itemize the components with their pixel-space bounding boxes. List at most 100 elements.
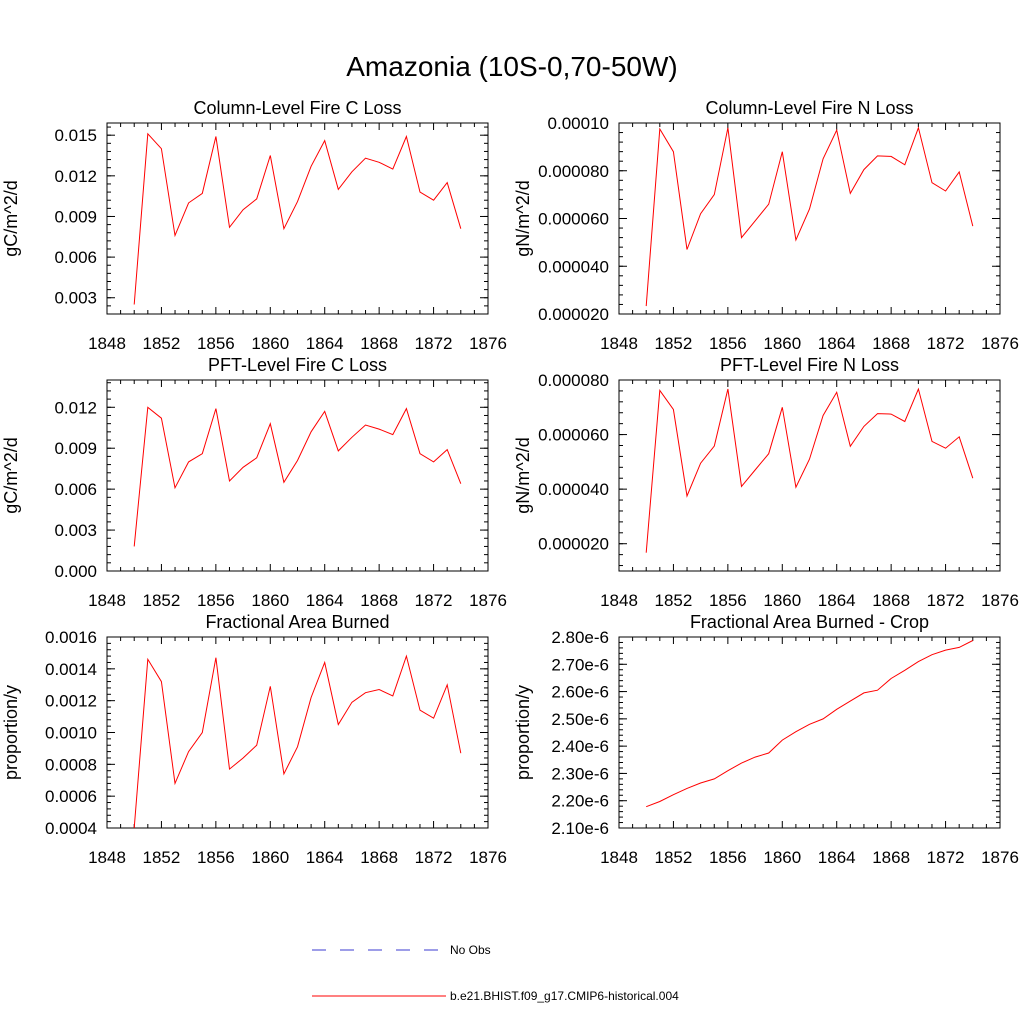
- y-axis-label: gC/m^2/d: [1, 180, 21, 256]
- panel-pft-fire-n-loss: PFT-Level Fire N Loss gN/m^2/d 1848 1852 185…: [513, 355, 1019, 610]
- plot-frame: [106, 379, 489, 572]
- y-tick-label: 0.000: [54, 562, 97, 581]
- series-line: [645, 387, 974, 553]
- series-line: [133, 654, 462, 829]
- y-tick-label: 2.10e-6: [551, 819, 609, 838]
- y-tick-label: 0.000040: [538, 257, 609, 276]
- y-tick-label: 0.0008: [45, 755, 97, 774]
- x-tick-label: 1872: [927, 591, 965, 610]
- y-tick-label: 0.000080: [538, 162, 609, 181]
- y-tick-label: 0.009: [54, 207, 97, 226]
- y-tick-label: 0.0016: [45, 628, 97, 647]
- series-line: [645, 126, 974, 307]
- x-tick-label: 1848: [600, 334, 638, 353]
- x-tick-label: 1856: [197, 848, 235, 867]
- y-tick-label: 0.00010: [548, 114, 609, 133]
- x-tick-label: 1852: [143, 591, 181, 610]
- series-line: [133, 406, 462, 547]
- x-tick-label: 1860: [763, 334, 801, 353]
- x-tick-label: 1860: [251, 848, 289, 867]
- y-tick-label: 0.0012: [45, 692, 97, 711]
- x-tick-label: 1860: [251, 334, 289, 353]
- y-tick-label: 0.003: [54, 289, 97, 308]
- legend-model-label: b.e21.BHIST.f09_g17.CMIP6-historical.004: [450, 989, 679, 1003]
- x-tick-label: 1848: [600, 591, 638, 610]
- plot-frame: [106, 636, 489, 829]
- x-tick-label: 1864: [306, 848, 344, 867]
- panel-fractional-area-burned-crop: Fractional Area Burned - Crop proportion/…: [513, 612, 1019, 867]
- y-tick-label: 0.0004: [45, 819, 97, 838]
- y-tick-label: 0.015: [54, 126, 97, 145]
- y-axis-label: gN/m^2/d: [513, 437, 533, 513]
- x-tick-label: 1860: [763, 591, 801, 610]
- x-tick-label: 1864: [818, 848, 856, 867]
- x-tick-label: 1876: [981, 334, 1019, 353]
- panel-pft-fire-c-loss: PFT-Level Fire C Loss gC/m^2/d 1848 1852 185…: [1, 355, 507, 610]
- y-tick-label: 0.0006: [45, 787, 97, 806]
- x-tick-label: 1872: [415, 334, 453, 353]
- x-tick-label: 1852: [655, 591, 693, 610]
- x-tick-label: 1876: [981, 848, 1019, 867]
- x-tick-label: 1872: [415, 848, 453, 867]
- series-line: [133, 132, 462, 305]
- figure-title: Amazonia (10S-0,70-50W): [346, 51, 677, 82]
- x-tick-label: 1868: [360, 848, 398, 867]
- x-tick-label: 1856: [197, 334, 235, 353]
- y-tick-label: 0.000060: [538, 426, 609, 445]
- x-tick-label: 1872: [927, 334, 965, 353]
- y-axis-label: proportion/y: [513, 685, 533, 780]
- x-tick-label: 1864: [306, 334, 344, 353]
- x-tick-label: 1848: [600, 848, 638, 867]
- x-tick-label: 1876: [469, 591, 507, 610]
- plot-frame: [618, 379, 1001, 572]
- x-tick-label: 1848: [88, 848, 126, 867]
- x-tick-label: 1864: [818, 591, 856, 610]
- y-tick-label: 0.006: [54, 248, 97, 267]
- x-tick-label: 1876: [469, 334, 507, 353]
- y-tick-label: 2.60e-6: [551, 683, 609, 702]
- panel-title: Column-Level Fire C Loss: [193, 98, 401, 118]
- x-tick-label: 1876: [469, 848, 507, 867]
- x-tick-label: 1848: [88, 334, 126, 353]
- y-tick-label: 0.006: [54, 480, 97, 499]
- x-tick-label: 1856: [709, 334, 747, 353]
- x-tick-label: 1868: [872, 848, 910, 867]
- plot-frame: [618, 636, 1001, 829]
- x-tick-label: 1868: [360, 591, 398, 610]
- x-tick-label: 1860: [251, 591, 289, 610]
- x-tick-label: 1856: [709, 848, 747, 867]
- plot-frame: [618, 122, 1001, 315]
- x-tick-label: 1856: [709, 591, 747, 610]
- y-tick-label: 2.50e-6: [551, 710, 609, 729]
- y-tick-label: 0.0014: [45, 660, 97, 679]
- x-tick-label: 1860: [763, 848, 801, 867]
- plot-frame: [106, 122, 489, 315]
- x-tick-label: 1852: [655, 334, 693, 353]
- x-tick-label: 1864: [818, 334, 856, 353]
- x-tick-label: 1868: [360, 334, 398, 353]
- y-tick-label: 0.000040: [538, 480, 609, 499]
- panel-title: PFT-Level Fire C Loss: [208, 355, 387, 375]
- panel-column-fire-n-loss: Column-Level Fire N Loss gN/m^2/d 1848 1852…: [513, 98, 1019, 353]
- x-tick-label: 1876: [981, 591, 1019, 610]
- y-tick-label: 0.003: [54, 521, 97, 540]
- y-tick-label: 2.30e-6: [551, 764, 609, 783]
- x-tick-label: 1852: [143, 334, 181, 353]
- y-tick-label: 0.000080: [538, 371, 609, 390]
- y-tick-label: 0.009: [54, 439, 97, 458]
- y-tick-label: 0.000020: [538, 305, 609, 324]
- y-tick-label: 0.0010: [45, 724, 97, 743]
- y-tick-label: 2.80e-6: [551, 628, 609, 647]
- x-tick-label: 1856: [197, 591, 235, 610]
- panel-column-fire-c-loss: Column-Level Fire C Loss gC/m^2/d 1848 1852…: [1, 98, 507, 353]
- y-tick-label: 0.012: [54, 398, 97, 417]
- y-tick-label: 2.70e-6: [551, 655, 609, 674]
- panel-fractional-area-burned: Fractional Area Burned proportion/y 1848 18…: [1, 612, 507, 867]
- y-axis-label: gC/m^2/d: [1, 437, 21, 513]
- panel-title: PFT-Level Fire N Loss: [720, 355, 899, 375]
- y-tick-label: 2.20e-6: [551, 792, 609, 811]
- x-tick-label: 1848: [88, 591, 126, 610]
- legend-obs-label: No Obs: [450, 943, 491, 957]
- x-tick-label: 1868: [872, 591, 910, 610]
